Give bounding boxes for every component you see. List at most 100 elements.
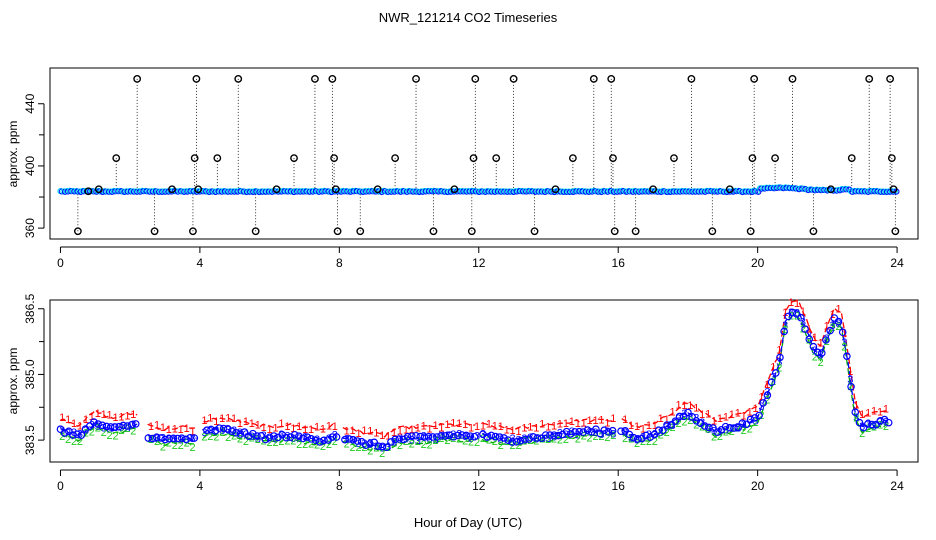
series-2-marker: 2 — [800, 324, 806, 336]
series-3-point — [349, 436, 358, 444]
series-3-point — [688, 412, 696, 421]
series-3-point — [332, 433, 341, 441]
spike-point — [234, 74, 243, 83]
series-3-marker: 3 — [480, 429, 486, 441]
series-3-point — [98, 421, 107, 430]
series-3-point — [90, 418, 98, 426]
spike-point — [333, 227, 342, 236]
series-1-marker: 1 — [415, 422, 421, 434]
series-3-point — [734, 424, 742, 432]
series-3-marker: 3 — [782, 320, 788, 332]
baseline-point-blue — [755, 188, 762, 195]
series-2-marker: 2 — [456, 433, 462, 445]
series-3-point — [148, 434, 157, 443]
series-3-point — [157, 434, 165, 442]
series-3-marker: 3 — [865, 418, 871, 430]
series-3-marker: 3 — [504, 436, 510, 448]
spike-point — [213, 154, 222, 163]
series-1-marker: 1 — [421, 421, 427, 433]
series-2-marker: 2 — [687, 415, 693, 427]
series-2-marker: 2 — [213, 432, 219, 444]
series-3-point — [190, 434, 199, 442]
series-1-marker: 1 — [788, 297, 794, 309]
series-3-marker: 3 — [853, 412, 859, 424]
series-3-point — [817, 349, 826, 357]
series-2-marker: 2 — [367, 445, 373, 457]
series-2-marker: 2 — [166, 437, 172, 449]
series-2-marker: 2 — [510, 440, 516, 452]
series-1-marker: 1 — [284, 421, 290, 433]
series-1-marker: 1 — [575, 418, 581, 430]
series-3-point — [654, 426, 663, 435]
series-1-marker: 1 — [741, 411, 747, 423]
series-3-point — [529, 432, 537, 441]
series-1-marker: 1 — [717, 413, 723, 425]
series-3-marker: 3 — [533, 434, 539, 446]
series-1-marker: 1 — [729, 409, 735, 421]
series-1-marker: 1 — [302, 424, 308, 436]
series-3-point — [546, 431, 554, 439]
series-1-marker: 1 — [747, 406, 753, 418]
series-1-marker: 1 — [190, 426, 196, 438]
series-2-marker: 2 — [711, 431, 717, 443]
series-3-marker: 3 — [859, 421, 865, 433]
series-3-point — [408, 432, 416, 440]
series-3-marker: 3 — [539, 434, 545, 446]
series-3-point — [579, 428, 588, 436]
series-1-marker: 1 — [812, 332, 818, 344]
series-3-marker: 3 — [379, 442, 385, 454]
series-1-marker: 1 — [261, 422, 267, 434]
series-3-point — [868, 420, 876, 429]
series-3-point — [353, 437, 362, 445]
series-1-marker: 1 — [705, 408, 711, 420]
series-2-marker: 2 — [824, 336, 830, 348]
series-3-marker: 3 — [794, 308, 800, 320]
series-2-marker: 2 — [308, 438, 314, 450]
chart-title: NWR_121214 CO2 Timeseries — [379, 10, 558, 25]
series-3-marker: 3 — [628, 432, 634, 444]
series-3-point — [600, 426, 609, 435]
series-3-marker: 3 — [705, 424, 711, 436]
series-3-point — [111, 423, 119, 431]
series-2-line — [60, 314, 888, 452]
series-1-marker: 1 — [219, 413, 225, 425]
series-1-marker: 1 — [776, 345, 782, 357]
series-3-point — [203, 426, 211, 434]
series-2-marker: 2 — [444, 435, 450, 447]
series-3-marker: 3 — [89, 419, 95, 431]
spike-point — [826, 185, 835, 194]
series-2-marker: 2 — [249, 433, 255, 445]
series-3-point — [571, 428, 579, 436]
series-3-marker: 3 — [581, 424, 587, 436]
spike-point — [328, 74, 337, 83]
series-1-marker: 1 — [794, 298, 800, 310]
series-2-marker: 2 — [415, 436, 421, 448]
series-2-marker: 2 — [272, 437, 278, 449]
series-1-marker: 1 — [172, 423, 178, 435]
spike-point — [649, 185, 657, 194]
series-3-point — [872, 420, 880, 429]
y-tick-label: 360 — [23, 218, 37, 238]
series-3-point — [94, 420, 102, 428]
series-3-point — [219, 424, 228, 433]
series-3-point — [554, 431, 563, 440]
series-1-marker: 1 — [243, 416, 249, 428]
series-2-marker: 2 — [320, 441, 326, 453]
spike-point — [887, 154, 896, 163]
series-3-marker: 3 — [758, 401, 764, 413]
series-1-marker: 1 — [865, 408, 871, 420]
x-tick-label: 24 — [890, 479, 904, 493]
series-2-marker: 2 — [130, 426, 136, 438]
series-3-marker: 3 — [675, 413, 681, 425]
series-3-point — [144, 434, 153, 442]
series-1-marker: 1 — [883, 404, 889, 416]
series-3-point — [437, 432, 445, 440]
series-3-point — [458, 431, 466, 439]
x-tick-label: 16 — [612, 256, 626, 270]
series-3-point — [822, 336, 830, 344]
series-3-point — [663, 421, 671, 429]
spike-point — [150, 227, 159, 236]
x-tick-label: 4 — [197, 479, 204, 493]
spike-point — [609, 154, 617, 163]
series-1-marker: 1 — [118, 412, 124, 424]
